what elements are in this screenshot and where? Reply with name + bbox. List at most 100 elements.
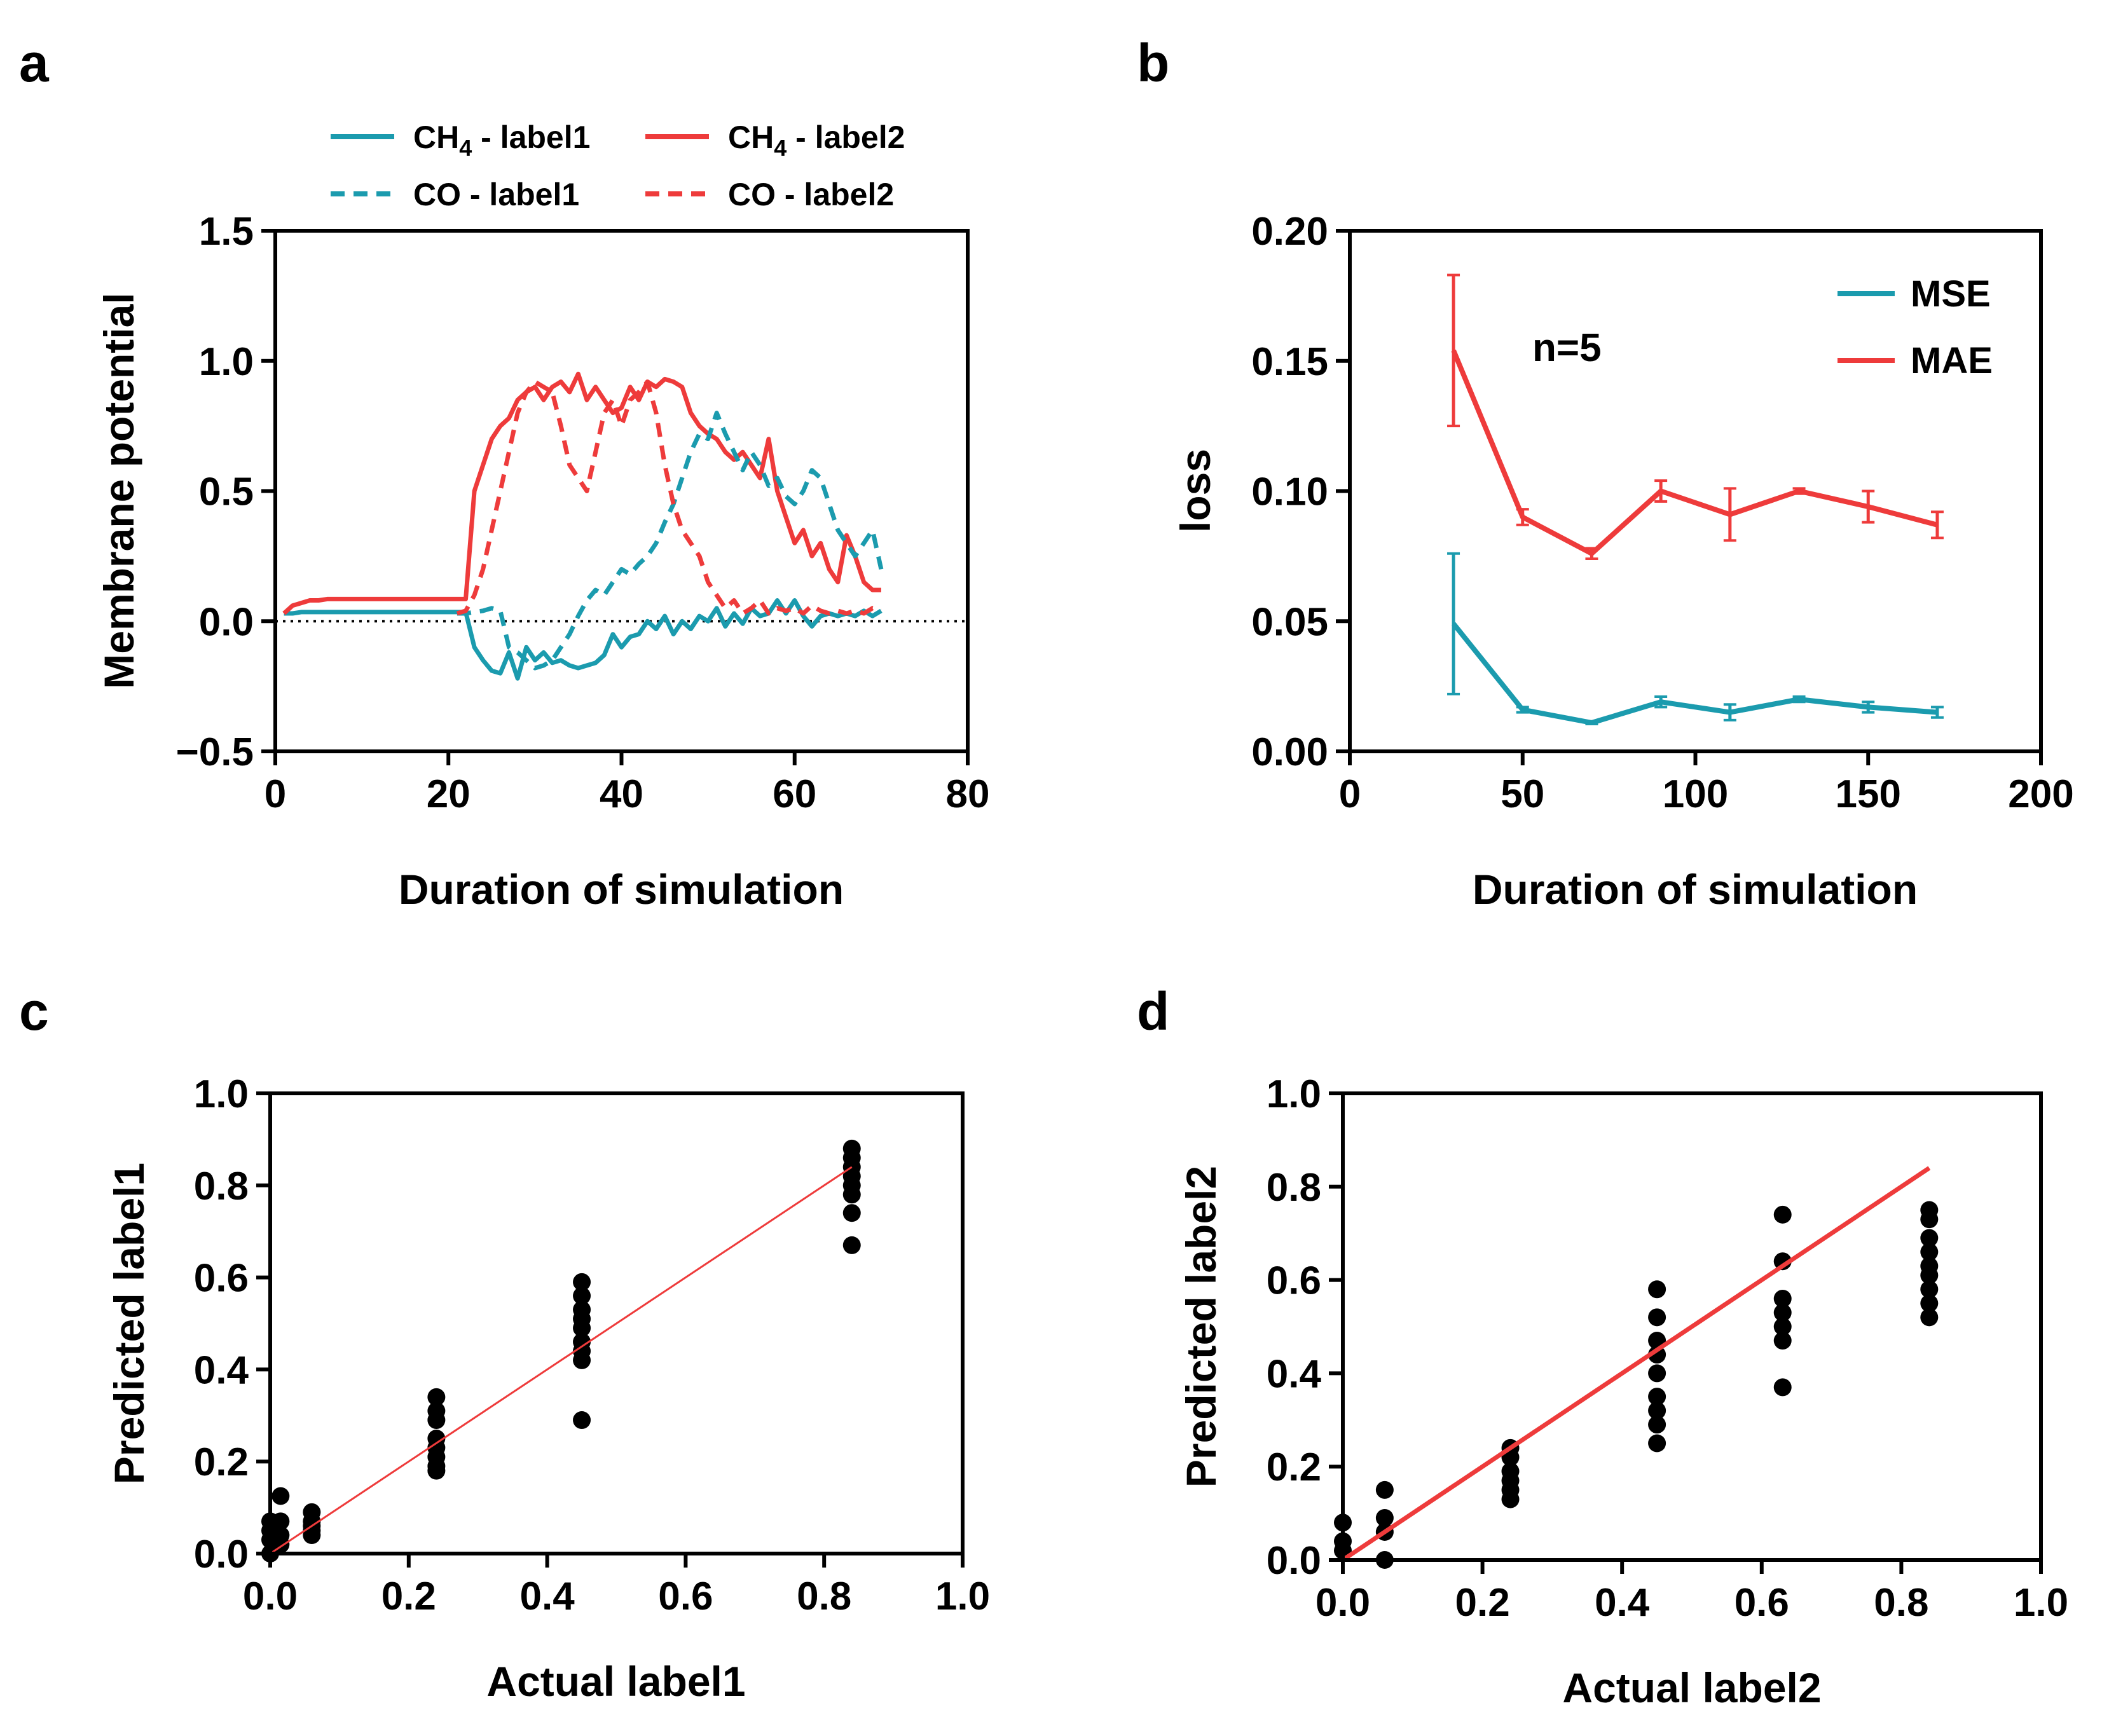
panel-a-y-tick-label: 0.5 xyxy=(199,470,254,514)
panel-d-data-point xyxy=(1920,1266,1939,1285)
panel-c-data-point xyxy=(427,1411,446,1430)
panel-c-marks xyxy=(261,1139,861,1562)
legend-label-b-1: MAE xyxy=(1911,340,1993,381)
panel-c-y-tick-label: 0.6 xyxy=(194,1257,249,1301)
legend-label-name: CO - label1 xyxy=(413,177,579,212)
panel-c-data-point xyxy=(271,1487,290,1505)
panel-b-y-tick-label: 0.15 xyxy=(1251,340,1328,384)
panel-d-y-axis-title: Predicted label2 xyxy=(1178,1166,1225,1487)
panel-label-a: a xyxy=(19,33,50,93)
panel-d-data-point xyxy=(1920,1229,1939,1247)
panel-c-x-axis-title: Actual label1 xyxy=(486,1658,745,1705)
panel-b-legend: MSE MAE xyxy=(1838,273,1993,381)
panel-d: 0.0 0.2 0.4 0.6 0.8 1.0 0.0 0.2 0.4 0.6 0.8 1.0 Act… xyxy=(1178,1072,2068,1711)
panel-b-x-tick-label: 50 xyxy=(1501,772,1544,816)
panel-b-x-tick-label: 150 xyxy=(1836,772,1901,816)
panel-c-y-axis-title: Predicted label1 xyxy=(106,1163,153,1484)
panel-b-annotation: n=5 xyxy=(1532,326,1602,370)
panel-c-y-tick-label: 0.0 xyxy=(194,1533,249,1576)
panel-d-data-point xyxy=(1920,1294,1939,1313)
panel-d-ticks: 0.0 0.2 0.4 0.6 0.8 1.0 0.0 0.2 0.4 0.6 0.8 1.0 xyxy=(1267,1072,2068,1625)
panel-d-y-tick-label: 0.6 xyxy=(1267,1259,1321,1303)
legend-label-0: CH4 - label1 xyxy=(413,120,590,161)
legend-label-name: CH xyxy=(413,120,459,155)
panel-c-data-point xyxy=(427,1461,446,1480)
panel-d-y-tick-label: 1.0 xyxy=(1267,1072,1321,1116)
panel-c-x-tick-label: 1.0 xyxy=(935,1575,990,1618)
panel-b-x-tick-label: 100 xyxy=(1663,772,1728,816)
panel-d-y-tick-label: 0.2 xyxy=(1267,1446,1321,1489)
panel-a-marks xyxy=(275,371,968,681)
panel-c-data-point xyxy=(842,1204,861,1222)
panel-c-x-tick-label: 0.0 xyxy=(243,1575,298,1618)
panel-b-ticks: 0 50 100 150 200 0.00 0.05 0.10 0.15 0.20 xyxy=(1251,210,2073,816)
panel-label-c: c xyxy=(19,981,49,1041)
panel-a-y-tick-label: 0.0 xyxy=(199,600,254,644)
panel-c-data-point xyxy=(303,1526,321,1545)
panel-a-x-tick-label: 0 xyxy=(264,772,286,816)
panel-d-x-axis-title: Actual label2 xyxy=(1562,1664,1821,1711)
panel-d-x-tick-label: 0.2 xyxy=(1455,1581,1509,1625)
panel-b-y-axis-title: loss xyxy=(1172,449,1219,533)
panel-d-data-point xyxy=(1375,1508,1394,1527)
panel-d-data-point xyxy=(1648,1416,1666,1434)
panel-a-ticks: 0 20 40 60 80 −0.5 0.0 0.5 1.0 1.5 xyxy=(176,210,990,816)
panel-d-data-point xyxy=(1773,1289,1792,1308)
panel-a-y-tick-label: −0.5 xyxy=(176,730,254,774)
panel-b-series-line-0 xyxy=(1451,622,1938,725)
panel-d-frame xyxy=(1341,1091,2043,1562)
panel-label-b: b xyxy=(1137,33,1169,93)
panel-d-data-point xyxy=(1773,1318,1792,1336)
panel-d-y-tick-label: 0.4 xyxy=(1267,1352,1322,1396)
panel-d-data-point xyxy=(1920,1243,1939,1261)
panel-d-data-point xyxy=(1920,1210,1939,1229)
panel-c-frame xyxy=(268,1091,965,1555)
panel-c-data-point xyxy=(842,1236,861,1254)
panel-d-data-point xyxy=(1648,1388,1666,1406)
panel-d-data-point xyxy=(1773,1378,1792,1397)
legend-label-subscript: 4 xyxy=(774,135,787,161)
panel-a-x-tick-label: 60 xyxy=(773,772,816,816)
legend-label-suffix: - label2 xyxy=(787,120,905,155)
panel-c-x-tick-label: 0.8 xyxy=(797,1575,851,1618)
panel-d-data-point xyxy=(1648,1308,1666,1327)
panel-d-data-point xyxy=(1648,1280,1666,1299)
legend-label-2: CO - label1 xyxy=(413,177,579,212)
panel-d-data-point xyxy=(1648,1402,1666,1420)
legend-label-1: CH4 - label2 xyxy=(728,120,905,161)
panel-d-data-point xyxy=(1773,1205,1792,1224)
panel-b-y-tick-label: 0.10 xyxy=(1251,470,1328,514)
panel-d-data-point xyxy=(1773,1303,1792,1322)
panel-c-data-point xyxy=(573,1351,591,1369)
panel-a-y-axis-title: Membrane potential xyxy=(95,292,142,688)
panel-d-data-point xyxy=(1920,1280,1939,1299)
panel-a-series-line-3 xyxy=(456,379,882,616)
panel-c-x-tick-label: 0.2 xyxy=(381,1575,436,1618)
panel-a-series-line-1 xyxy=(282,371,881,615)
panel-d-data-point xyxy=(1773,1252,1792,1271)
panel-d-x-tick-label: 0.0 xyxy=(1315,1581,1370,1625)
panel-d-x-tick-label: 0.8 xyxy=(1874,1581,1928,1625)
panel-d-y-tick-label: 0.0 xyxy=(1267,1539,1321,1583)
panel-b-x-tick-label: 0 xyxy=(1339,772,1361,816)
panel-a-x-axis-title: Duration of simulation xyxy=(399,866,844,913)
panel-c-y-tick-label: 0.2 xyxy=(194,1440,249,1484)
panel-c-x-tick-label: 0.4 xyxy=(519,1575,575,1618)
legend-label-name: CO - label2 xyxy=(728,177,894,212)
panel-a: 0 20 40 60 80−0.50.00.51.01.5 CH4 - label1 CH… xyxy=(95,120,989,913)
panel-c-data-point xyxy=(573,1287,591,1305)
panel-a-y-tick-label: 1.0 xyxy=(199,340,254,384)
panel-d-x-tick-label: 0.4 xyxy=(1595,1581,1650,1625)
panel-c-fit-line xyxy=(270,1166,853,1555)
panel-label-d: d xyxy=(1137,981,1169,1041)
panel-c-x-tick-label: 0.6 xyxy=(658,1575,713,1618)
legend-label-3: CO - label2 xyxy=(728,177,894,212)
panel-c-data-point xyxy=(842,1186,861,1204)
panel-c-y-tick-label: 0.4 xyxy=(194,1348,249,1392)
panel-d-data-point xyxy=(1648,1346,1666,1364)
panel-d-y-tick-label: 0.8 xyxy=(1267,1166,1321,1210)
legend-label-name: CH xyxy=(728,120,774,155)
panel-c-data-point xyxy=(427,1388,446,1406)
panel-c-data-point xyxy=(573,1319,591,1337)
panel-c: 0.0 0.2 0.4 0.6 0.8 1.0 0.0 0.2 0.4 0.6 0.8 1.0 Act… xyxy=(106,1072,990,1705)
